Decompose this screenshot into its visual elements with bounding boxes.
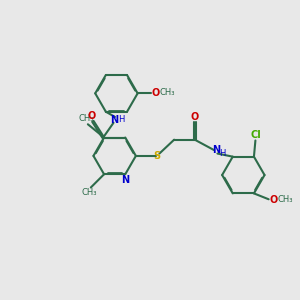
Text: CH₃: CH₃	[79, 115, 94, 124]
Text: CH₃: CH₃	[277, 195, 292, 204]
Text: H: H	[118, 116, 124, 124]
Text: O: O	[270, 195, 278, 205]
Text: CH₃: CH₃	[159, 88, 175, 97]
Text: O: O	[152, 88, 160, 98]
Text: O: O	[190, 112, 199, 122]
Text: N: N	[212, 145, 220, 155]
Text: Cl: Cl	[250, 130, 261, 140]
Text: S: S	[153, 151, 160, 161]
Text: CH₃: CH₃	[82, 188, 97, 197]
Text: N: N	[121, 175, 129, 184]
Text: N: N	[111, 115, 119, 125]
Text: H: H	[219, 149, 225, 158]
Text: O: O	[87, 111, 95, 121]
